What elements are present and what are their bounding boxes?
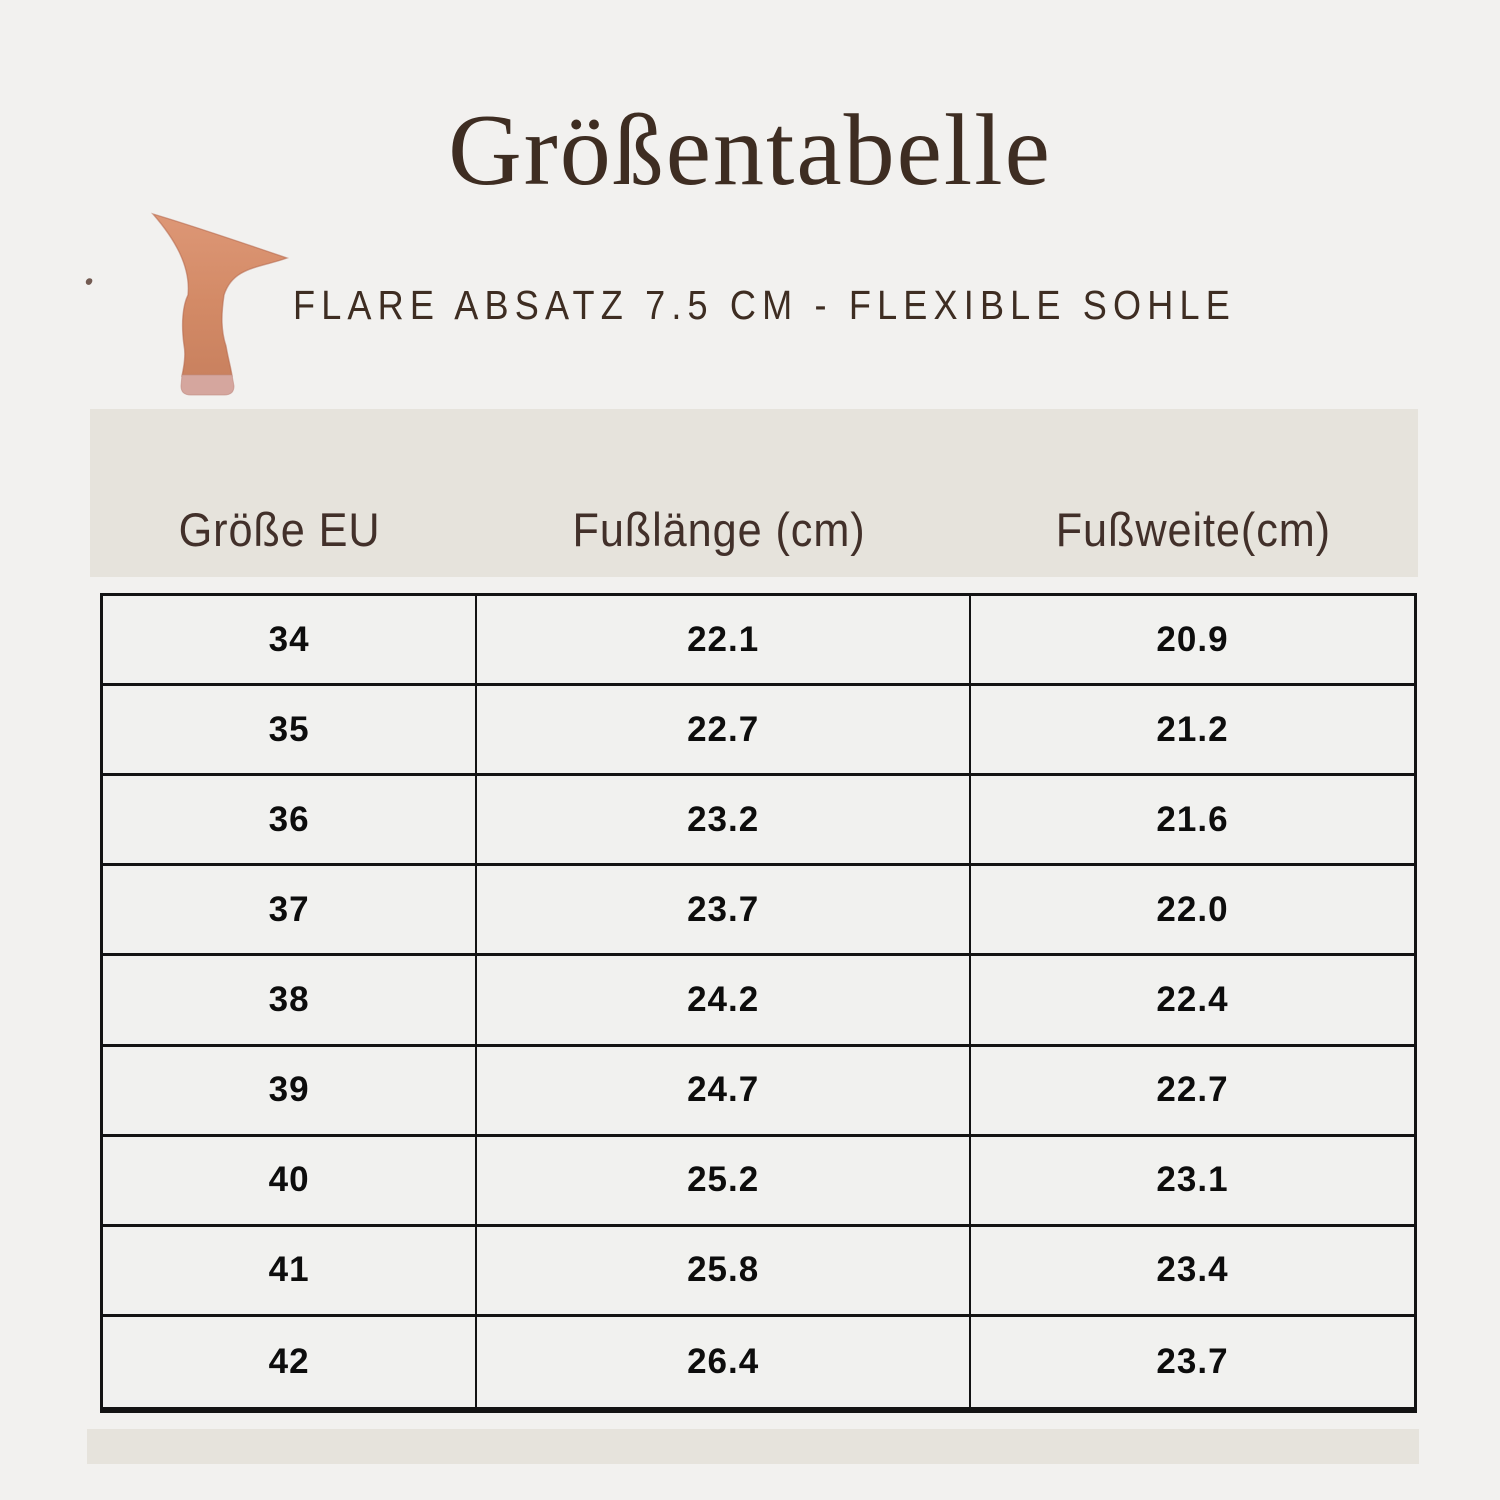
- table-cell: 24.7: [477, 1046, 971, 1137]
- table-cell: 20.9: [971, 596, 1414, 687]
- table-cell: 25.2: [477, 1136, 971, 1227]
- header-foot-width: Fußweite(cm): [1055, 503, 1332, 556]
- table-cell: 22.7: [477, 686, 971, 777]
- heel-icon: [150, 212, 290, 396]
- table-cell: 26.4: [477, 1316, 971, 1407]
- table-cell: 41: [103, 1226, 478, 1317]
- table-cell: 21.6: [971, 776, 1414, 867]
- table-cell: 24.2: [477, 956, 971, 1047]
- table-cell: 25.8: [477, 1226, 971, 1317]
- header-foot-length: Fußlänge (cm): [572, 503, 866, 556]
- table-cell: 23.1: [971, 1137, 1414, 1227]
- table-cell: 23.7: [1156, 1341, 1229, 1381]
- table-cell: 22.1: [477, 596, 971, 687]
- table-cell: 34: [103, 596, 478, 687]
- table-cell: 21.2: [971, 686, 1414, 777]
- size-table: 34 22.1 20.9 35 22.7 21.2 36 23.2 21.6 3…: [100, 593, 1417, 1413]
- table-cell: 37: [103, 866, 478, 957]
- table-cell: 38: [103, 956, 478, 1047]
- table-cell: 22.4: [971, 956, 1414, 1047]
- header-size-eu: Größe EU: [178, 503, 381, 556]
- table-cell: 42: [103, 1316, 478, 1407]
- bottom-accent-strip: [87, 1429, 1419, 1464]
- table-cell: 22.7: [971, 1047, 1414, 1137]
- subtitle: FLARE ABSATZ 7.5 CM - FLEXIBLE SOHLE: [293, 282, 1236, 328]
- table-header-panel: Größe EU Fußlänge (cm) Fußweite(cm): [90, 409, 1418, 577]
- page-title: Größentabelle: [448, 94, 1052, 207]
- table-cell: 35: [103, 686, 478, 777]
- table-cell: 36: [103, 776, 478, 867]
- table-cell: 23.2: [477, 776, 971, 867]
- table-cell: 39: [103, 1046, 478, 1137]
- table-cell: 23.7: [477, 866, 971, 957]
- ink-speck: [84, 277, 94, 286]
- table-cell: 40: [103, 1136, 478, 1227]
- table-cell: 22.0: [971, 866, 1414, 957]
- table-cell: 23.4: [971, 1227, 1414, 1317]
